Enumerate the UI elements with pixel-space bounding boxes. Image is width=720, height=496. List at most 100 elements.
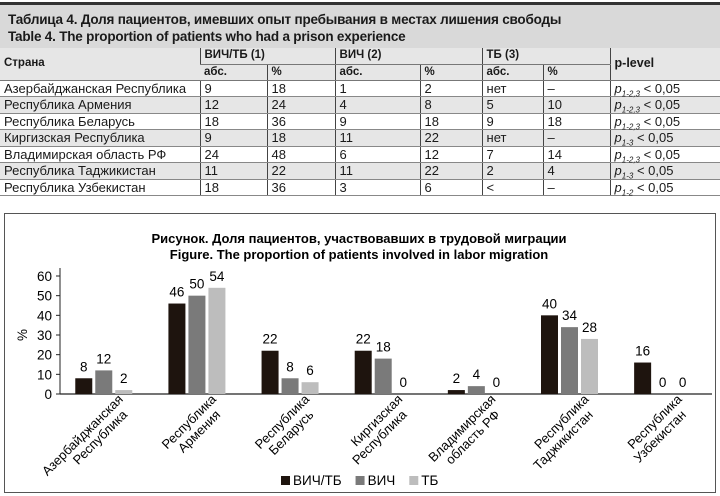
p-threshold: < 0,05 — [640, 97, 681, 113]
bar-ВИЧ — [281, 378, 299, 394]
chart-box: Рисунок. Доля пациентов, участвовавших в… — [4, 213, 716, 493]
cell-value: 9 — [334, 113, 421, 130]
cell-p-level: p1-2,3 < 0,05 — [609, 113, 720, 131]
table-row: Республика Узбекистан 18 36 3 6 < – p1-2 < 0,05 — [0, 179, 720, 197]
data-label: 40 — [542, 296, 557, 311]
data-label: 46 — [169, 285, 184, 300]
cell-value: 7 — [481, 146, 544, 163]
data-label: 0 — [659, 375, 667, 390]
header-abs: абс. — [334, 64, 421, 81]
category-label: РеспубликаБеларусь — [252, 391, 323, 462]
y-tick-label: 40 — [37, 308, 52, 323]
cell-value: 6 — [334, 146, 421, 163]
cell-value: 10 — [542, 96, 611, 114]
cell-value: 5 — [481, 96, 544, 114]
cell-value: 18 — [542, 113, 611, 130]
p-threshold: < 0,05 — [640, 113, 681, 129]
legend-swatch-ВИЧ — [355, 476, 365, 485]
cell-value: 4 — [542, 162, 611, 180]
bar-ВИЧ/ТБ — [540, 315, 558, 394]
bar-ТБ — [301, 382, 319, 394]
p-subscript-text: 1-2,3 — [621, 155, 640, 165]
cell-value: 18 — [419, 113, 483, 130]
header-group: ВИЧ (2) — [334, 48, 483, 65]
cell-value: 14 — [542, 146, 611, 163]
cell-value: 4 — [334, 96, 421, 114]
prison-table: Страна ВИЧ/ТБ (1) ВИЧ (2) ТБ (3) p-level… — [0, 48, 720, 197]
p-subscript: 1-2,3 — [622, 106, 640, 115]
category-label-line: Азербайджанская — [39, 392, 126, 479]
cell-value: 9 — [199, 80, 267, 97]
p-subscript-text: 1-2,3 — [621, 89, 640, 99]
header-group: ВИЧ/ТБ (1) — [199, 48, 336, 65]
bar-ТБ — [115, 390, 133, 394]
cell-p-level: p1-2 < 0,05 — [609, 179, 720, 197]
data-label: 6 — [306, 363, 314, 378]
cell-value: 12 — [419, 146, 483, 163]
y-tick-label: 30 — [37, 328, 52, 343]
cell-value: 18 — [199, 113, 267, 130]
bar-ВИЧ/ТБ — [634, 362, 652, 394]
legend-swatch-ТБ — [409, 476, 419, 485]
cell-country: Республика Армения — [0, 96, 200, 114]
table-row: Республика Армения 12 24 4 8 5 10 p1-2,3 < 0,05 — [0, 96, 720, 115]
cell-value: 36 — [266, 113, 336, 130]
cell-value: 1 — [334, 80, 421, 97]
p-subscript: 1-3 — [622, 172, 634, 181]
bar-ВИЧ/ТБ — [447, 390, 465, 394]
p-subscript: 1-2 — [622, 188, 634, 197]
header-abs: абс. — [481, 64, 544, 81]
cell-value: 11 — [334, 162, 421, 180]
p-symbol: p — [614, 146, 622, 162]
data-label: 8 — [286, 359, 294, 374]
bar-ВИЧ/ТБ — [261, 350, 279, 394]
y-tick-label: 10 — [37, 367, 52, 382]
p-subscript-text: 1-2 — [621, 188, 634, 198]
header-group: ТБ (3) — [481, 48, 611, 65]
cell-value: нет — [481, 129, 544, 147]
cell-value: 22 — [419, 162, 483, 180]
p-subscript-text: 1-3 — [621, 138, 634, 148]
cell-value: 48 — [266, 146, 336, 163]
cell-value: < — [481, 179, 544, 196]
p-subscript: 1-2,3 — [622, 122, 640, 131]
cell-value: 22 — [266, 162, 336, 180]
cell-p-level: p1-3 < 0,05 — [609, 162, 720, 181]
cell-country: Республика Беларусь — [0, 113, 200, 130]
cell-value: 8 — [419, 96, 483, 114]
cell-value: 24 — [266, 96, 336, 114]
data-label: 54 — [209, 269, 225, 284]
table-row: Республика Беларусь 18 36 9 18 9 18 p1-2,3 < 0,… — [0, 113, 720, 131]
data-label: 0 — [493, 375, 501, 390]
legend-label: ВИЧ — [368, 473, 396, 488]
legend-label: ВИЧ/ТБ — [293, 473, 342, 488]
cell-value: 12 — [199, 96, 267, 114]
category-label: РеспубликаУзбекистан — [621, 391, 695, 465]
bar-ВИЧ — [188, 295, 206, 394]
cell-value: 9 — [481, 113, 544, 130]
labor-migration-chart: Рисунок. Доля пациентов, участвовавших в… — [15, 231, 712, 488]
table-title-en: Table 4. The proportion of patients who … — [8, 29, 406, 44]
y-tick-label: 0 — [44, 387, 52, 402]
table-row: Владимирская область РФ 24 48 6 12 7 14 p1-2,3 … — [0, 146, 720, 165]
bar-ВИЧ — [95, 370, 113, 394]
legend-label: ТБ — [421, 473, 438, 488]
category-label: РеспубликаАрмения — [159, 391, 230, 462]
cell-value: нет — [481, 80, 544, 97]
p-symbol: p — [614, 113, 622, 129]
bar-ТБ — [208, 287, 226, 394]
p-subscript-text: 1-2,3 — [621, 105, 640, 115]
p-symbol: p — [614, 130, 622, 146]
table-row: Республика Таджикистан 11 22 11 22 2 4 p1-3 < 0… — [0, 162, 720, 181]
y-axis-label: % — [15, 329, 30, 341]
p-symbol: p — [614, 163, 622, 179]
category-label: Владимирскаяобласть РФ — [425, 392, 508, 475]
p-symbol: p — [614, 179, 622, 195]
header-country: Страна — [0, 48, 200, 81]
p-subscript: 1-3 — [622, 139, 634, 148]
p-subscript-text: 1-3 — [621, 171, 634, 181]
data-label: 18 — [376, 340, 391, 355]
cell-p-level: p1-2,3 < 0,05 — [609, 146, 720, 165]
p-symbol: p — [614, 80, 622, 96]
chart-title: Рисунок. Доля пациентов, участвовавших в… — [151, 231, 566, 246]
